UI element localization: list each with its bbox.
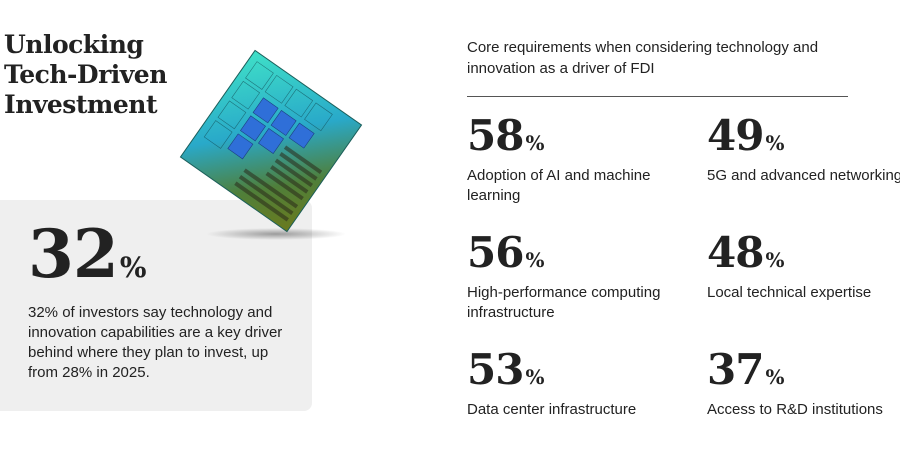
metric-unit: % (765, 131, 785, 155)
metric-number: 48 (707, 228, 764, 277)
metric-value: 48 % (707, 229, 900, 277)
metric-label: Access to R&D institutions (707, 401, 883, 418)
metric-label: Local technical expertise (707, 284, 872, 301)
highlight-value: 32 (28, 215, 119, 293)
microchip-illustration (179, 49, 363, 240)
metric-unit: % (525, 131, 545, 155)
divider (467, 96, 848, 97)
highlight-description: 32% of investors say technology and inno… (28, 304, 283, 381)
title-line: Tech-Driven (4, 60, 167, 89)
highlight-unit: % (119, 251, 147, 284)
section-heading: Core requirements when considering techn… (467, 39, 819, 77)
metric-number: 53 (467, 345, 524, 394)
metric-unit: % (525, 248, 545, 272)
page-title: Unlocking Tech-Driven Investment (4, 30, 204, 120)
metric-item: 56 % High-performance computing infrastr… (467, 229, 667, 323)
metric-item: 58 % Adoption of AI and machine learning (467, 112, 667, 206)
metric-item: 49 % 5G and advanced networking (707, 112, 900, 186)
metric-item: 37 % Access to R&D institutions (707, 346, 900, 420)
highlight-stat: 32 % (28, 218, 146, 290)
metric-unit: % (765, 365, 785, 389)
metric-value: 56 % (467, 229, 667, 277)
metric-number: 56 (467, 228, 524, 277)
metric-label: Adoption of AI and machine learning (467, 167, 651, 204)
metric-label: Data center infrastructure (467, 401, 637, 418)
metric-number: 49 (707, 111, 764, 160)
metric-unit: % (765, 248, 785, 272)
metric-item: 48 % Local technical expertise (707, 229, 900, 303)
metric-value: 49 % (707, 112, 900, 160)
title-line: Unlocking (4, 30, 144, 59)
metric-label: 5G and advanced networking (707, 167, 900, 184)
metric-label: High-performance computing infrastructur… (467, 284, 661, 321)
metric-value: 53 % (467, 346, 667, 394)
metric-number: 58 (467, 111, 524, 160)
metric-item: 53 % Data center infrastructure (467, 346, 667, 420)
metric-value: 37 % (707, 346, 900, 394)
metric-value: 58 % (467, 112, 667, 160)
metric-unit: % (525, 365, 545, 389)
metric-number: 37 (707, 345, 764, 394)
title-line: Investment (4, 90, 158, 119)
